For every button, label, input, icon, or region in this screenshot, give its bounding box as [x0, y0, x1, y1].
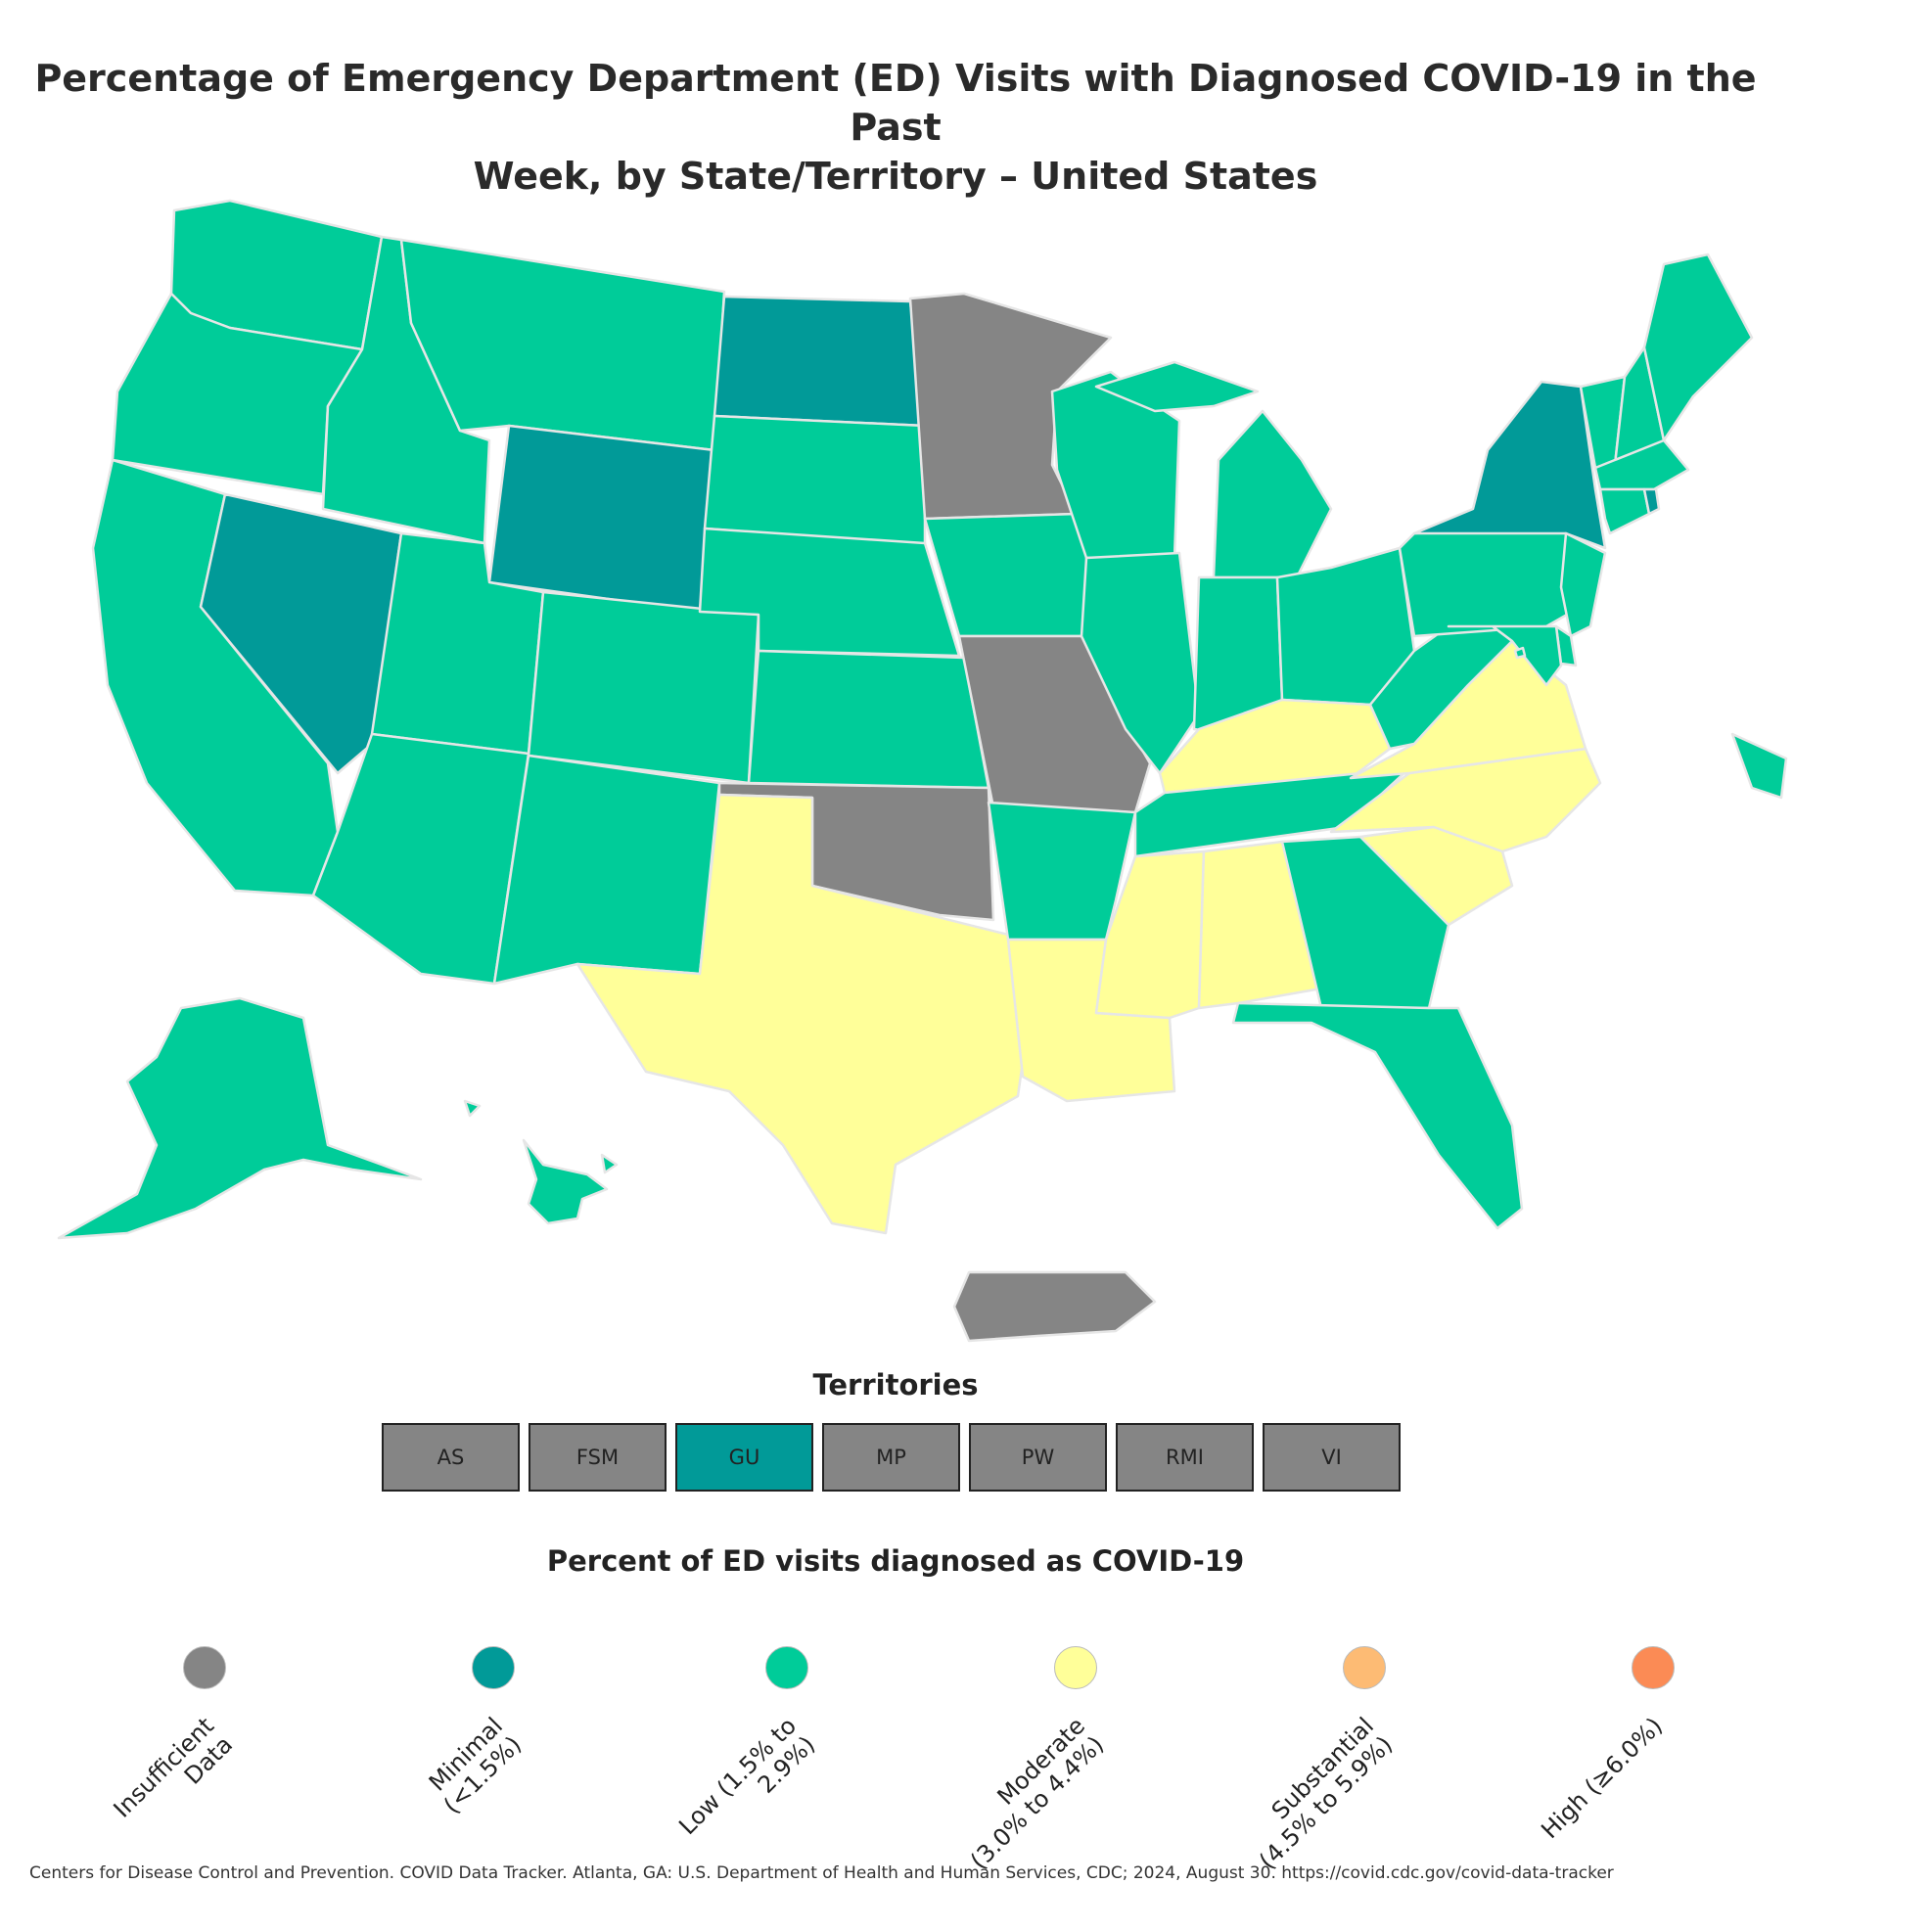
legend-swatch: [1632, 1646, 1675, 1689]
us-choropleth-map: [57, 199, 1788, 1343]
title-line-1: Percentage of Emergency Department (ED) …: [34, 57, 1757, 149]
territory-as: AS: [382, 1423, 520, 1492]
legend-swatch: [472, 1646, 515, 1689]
state-georgia: [1280, 835, 1450, 1010]
title-line-2: Week, by State/Territory – United States: [473, 155, 1318, 198]
state-iowa: [923, 512, 1103, 638]
legend-item-low: Low (1.5% to 2.9%): [673, 1644, 820, 1840]
legend-item-substantial: Substantial (4.5% to 5.9%): [1254, 1644, 1398, 1874]
state-south-dakota: [703, 414, 927, 550]
territory-vi: VI: [1263, 1423, 1401, 1492]
territory-fsm: FSM: [529, 1423, 667, 1492]
state-north-dakota: [713, 295, 927, 428]
territories-title: Territories: [812, 1368, 979, 1402]
territories-row: AS FSM GU MP PW RMI VI: [382, 1423, 1401, 1492]
state-alaska: [57, 996, 423, 1240]
legend-item-minimal: Minimal (<1.5%): [424, 1644, 527, 1819]
territory-pw: PW: [969, 1423, 1107, 1492]
state-florida: [1231, 1001, 1524, 1230]
legend-label: Minimal (<1.5%): [423, 1712, 528, 1819]
state-arizona: [311, 732, 530, 986]
territory-mp: MP: [822, 1423, 960, 1492]
legend-label: Insufficient Data: [108, 1712, 239, 1823]
state-district-of-columbia: [1513, 646, 1527, 660]
state-maine: [1642, 253, 1754, 442]
state-new-york: [1412, 380, 1607, 550]
state-texas: [575, 793, 1030, 1235]
state-nevada: [199, 492, 403, 775]
legend-title: Percent of ED visits diagnosed as COVID-…: [546, 1544, 1245, 1578]
legend-swatch: [1343, 1646, 1386, 1689]
state-arkansas: [987, 801, 1137, 942]
state-connecticut: [1598, 487, 1651, 535]
territory-rmi: RMI: [1116, 1423, 1254, 1492]
state-new-mexico: [492, 754, 721, 986]
legend-label: Moderate (3.0% to 4.4%): [965, 1712, 1110, 1875]
citation: Centers for Disease Control and Preventi…: [29, 1863, 1614, 1883]
state-rhode-island: [1642, 487, 1661, 516]
legend-label: Substantial (4.5% to 5.9%): [1254, 1712, 1399, 1875]
state-massachusetts: [1593, 438, 1690, 491]
state-wyoming: [487, 424, 716, 614]
legend-item-high: High (≥6.0%): [1536, 1644, 1679, 1844]
legend-swatch: [183, 1646, 226, 1689]
state-kansas: [747, 649, 990, 790]
state-maryland: [1447, 624, 1563, 687]
dc-inset-marker: [1730, 732, 1788, 800]
state-wisconsin: [1050, 370, 1181, 560]
state-puerto-rico: [952, 1270, 1157, 1343]
legend-swatch: [765, 1646, 808, 1689]
legend-label: Low (1.5% to 2.9%): [673, 1712, 821, 1841]
territory-gu: GU: [675, 1423, 813, 1492]
legend-item-moderate: Moderate (3.0% to 4.4%): [965, 1644, 1109, 1874]
state-pennsylvania: [1398, 522, 1583, 638]
state-hawaii: [463, 1099, 619, 1225]
legend-item-insufficient: Insufficient Data: [109, 1644, 238, 1823]
state-new-jersey: [1559, 531, 1607, 638]
state-colorado: [527, 590, 760, 785]
page-title: Percentage of Emergency Department (ED) …: [0, 54, 1791, 201]
legend-swatch: [1054, 1646, 1097, 1689]
